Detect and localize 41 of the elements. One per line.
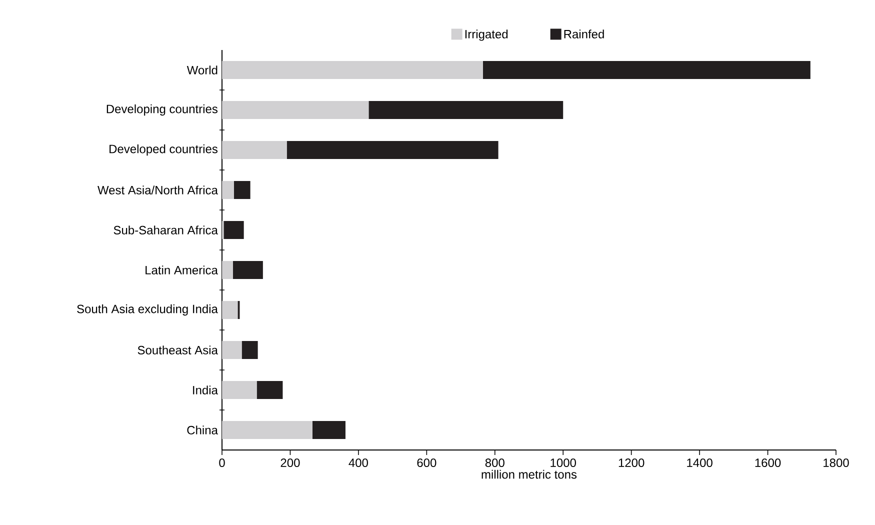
bar (222, 101, 369, 120)
x-tick-label: 1800 (824, 458, 849, 468)
bar (222, 301, 238, 320)
bar (286, 141, 498, 160)
x-tick-label: 800 (485, 458, 504, 468)
bar (242, 341, 258, 360)
x-tick-label: 200 (280, 458, 300, 468)
bar (482, 61, 810, 80)
bar (368, 101, 564, 120)
y-tick-label: South Asia excluding India (77, 304, 218, 316)
bar (312, 421, 346, 439)
legend-label: Irrigated (465, 30, 508, 41)
x-tick-label: 1200 (618, 458, 644, 468)
y-tick-label: World (186, 66, 218, 74)
bar (222, 421, 312, 439)
y-tick-label: Developing countries (106, 104, 218, 116)
y-tick-label: Sub-Saharan Africa (114, 226, 218, 234)
bar (222, 61, 483, 80)
x-tick-label: 600 (417, 458, 436, 468)
y-tick-label: Latin America (146, 266, 218, 274)
x-tick-label: 1400 (687, 458, 712, 468)
x-tick-label: 1600 (755, 458, 781, 468)
bar (222, 141, 287, 160)
y-tick-label: Developed countries (110, 144, 218, 156)
y-tick-label: India (193, 386, 218, 394)
x-tick-label: 1000 (550, 458, 576, 468)
bar (256, 381, 283, 400)
bar (224, 221, 244, 240)
bar (222, 261, 233, 280)
bar (222, 341, 242, 360)
bar (222, 181, 234, 200)
y-tick-label: Southeast Asia (138, 346, 218, 354)
y-tick-label: West Asia/North Africa (98, 186, 218, 194)
y-tick-label: China (187, 426, 218, 434)
x-axis-title: million metric tons (482, 470, 577, 479)
x-tick-label: 0 (219, 458, 225, 468)
legend-label: Rainfed (564, 30, 604, 38)
bar (232, 261, 263, 280)
x-tick-label: 400 (348, 458, 368, 468)
bar (234, 181, 250, 200)
bar (222, 381, 257, 400)
